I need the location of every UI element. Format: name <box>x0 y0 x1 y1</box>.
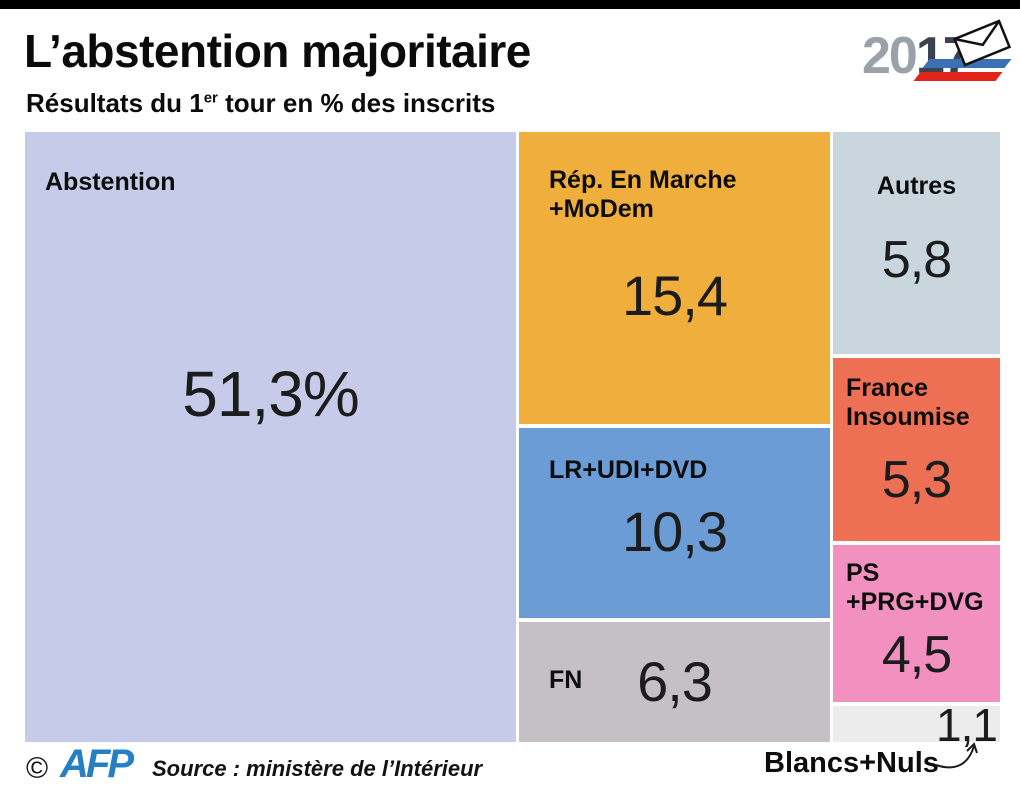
block-value: 51,3% <box>182 358 359 430</box>
source-credit: Source : ministère de l’Intérieur <box>152 756 483 781</box>
treemap-block-france-insoumise: France Insoumise 5,3 <box>833 358 1000 541</box>
block-label: LR+UDI+DVD <box>549 456 708 484</box>
subtitle: Résultats du 1er tour en % des inscrits <box>26 88 495 119</box>
blancs-nuls-annotation-label: Blancs+Nuls <box>764 747 939 779</box>
block-value: 6,3 <box>637 650 713 713</box>
block-value: 5,8 <box>881 231 952 289</box>
treemap-block-autres: Autres 5,8 <box>833 132 1000 354</box>
election-2017-logo: 2017 <box>862 18 1014 98</box>
block-value: 4,5 <box>881 626 952 684</box>
treemap-block-ps-prg-dvg: PS +PRG+DVG 4,5 <box>833 545 1000 702</box>
block-label: FN <box>549 666 583 694</box>
treemap-block-blancs-nuls: 1,1 <box>833 702 1000 748</box>
block-value: 1,1 <box>936 699 998 751</box>
subtitle-suffix: tour en % des inscrits <box>217 88 496 118</box>
block-label: PS +PRG+DVG <box>846 559 984 616</box>
afp-logo: AFP <box>60 742 134 786</box>
treemap-block-fn: FN 6,3 <box>519 622 830 742</box>
treemap-block-abstention: Abstention 51,3% <box>25 132 516 742</box>
block-value: 10,3 <box>622 500 728 563</box>
block-label: France Insoumise <box>846 374 970 431</box>
block-label: Abstention <box>45 168 176 196</box>
curved-arrow-icon <box>935 742 978 769</box>
ballot-envelope-icon <box>952 19 1012 67</box>
flag-stripe-red-icon <box>913 72 1003 81</box>
block-value: 15,4 <box>622 264 728 327</box>
treemap-block-lr-udi-dvd: LR+UDI+DVD 10,3 <box>519 428 830 618</box>
top-bar <box>0 0 1020 9</box>
treemap-block-rem-modem: Rép. En Marche +MoDem 15,4 <box>519 132 830 424</box>
block-value: 5,3 <box>881 451 952 509</box>
logo-year-gray: 20 <box>862 27 918 85</box>
subtitle-superscript: er <box>203 89 218 107</box>
block-label: Autres <box>876 172 957 200</box>
copyright-symbol: © <box>26 752 49 785</box>
block-label: Rép. En Marche +MoDem <box>549 166 737 223</box>
page-title: L’abstention majoritaire <box>24 25 531 77</box>
subtitle-prefix: Résultats du 1 <box>26 88 204 118</box>
